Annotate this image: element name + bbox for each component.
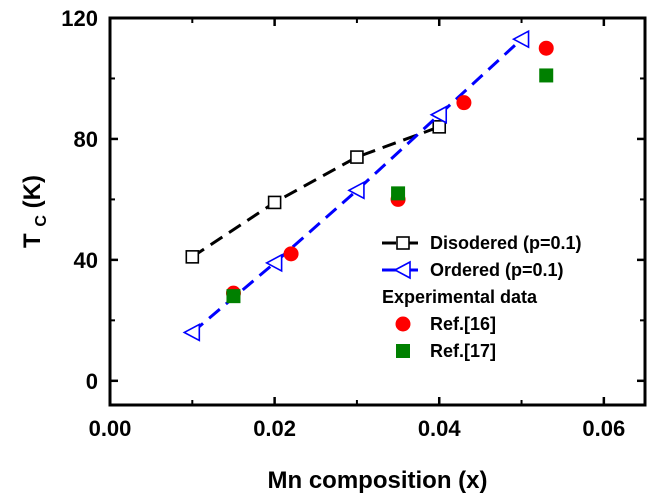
data-point-series-2 xyxy=(283,246,299,262)
legend-label-ref17: Ref.[17] xyxy=(430,341,496,361)
data-point-series-0 xyxy=(432,120,447,134)
x-tick-label: 0.04 xyxy=(418,416,462,441)
x-tick-label: 0.06 xyxy=(582,416,625,441)
legend-marker-series-2 xyxy=(395,316,411,332)
x-tick-label: 0.02 xyxy=(253,416,296,441)
legend-label-ordered: Ordered (p=0.1) xyxy=(430,260,564,280)
data-point-series-1 xyxy=(264,253,283,273)
data-point-series-3 xyxy=(226,289,241,304)
y-tick-label: 40 xyxy=(74,248,98,273)
y-axis-title-subscript: C xyxy=(33,215,50,227)
legend-label-disordered: Disodered (p=0.1) xyxy=(430,233,582,253)
chart-series xyxy=(182,29,554,342)
data-point-series-1 xyxy=(511,29,530,49)
y-tick-label: 80 xyxy=(74,127,98,152)
y-axis-title: T C (K) xyxy=(19,175,52,248)
data-point-series-2 xyxy=(538,40,554,56)
data-point-series-2 xyxy=(456,95,472,111)
plot-frame xyxy=(108,16,647,407)
series-0 xyxy=(185,120,447,264)
x-axis-title: Mn composition (x) xyxy=(268,467,488,494)
data-point-series-3 xyxy=(539,68,554,83)
y-tick-label: 120 xyxy=(61,6,98,31)
chart-axes: Mn composition (x) T C (K) 0.00 0.02 0.04 0… xyxy=(19,6,645,494)
x-tick-label: 0.00 xyxy=(89,416,132,441)
data-point-series-1 xyxy=(347,181,365,200)
legend-marker-series-1 xyxy=(393,260,411,280)
y-axis-title-main: T xyxy=(19,233,46,248)
legend-label-ref16: Ref.[16] xyxy=(430,314,496,334)
legend-marker-series-0 xyxy=(396,236,410,250)
data-point-series-0 xyxy=(350,150,364,164)
data-point-series-1 xyxy=(182,323,201,342)
y-tick-label: 0 xyxy=(86,369,98,394)
series-3 xyxy=(226,68,554,304)
chart-legend: Disodered (p=0.1) Ordered (p=0.1) Experime… xyxy=(382,233,582,361)
legend-heading-experimental: Experimental data xyxy=(382,287,538,307)
data-point-series-0 xyxy=(185,250,200,264)
plot-border xyxy=(108,16,647,407)
y-axis-title-suffix: (K) xyxy=(19,175,46,208)
series-line-0 xyxy=(191,125,440,259)
legend-marker-series-3 xyxy=(396,344,410,358)
series-1 xyxy=(182,29,530,342)
data-point-series-0 xyxy=(267,195,282,210)
data-point-series-1 xyxy=(429,105,448,125)
data-point-series-3 xyxy=(391,186,406,201)
series-line-1 xyxy=(191,38,523,334)
